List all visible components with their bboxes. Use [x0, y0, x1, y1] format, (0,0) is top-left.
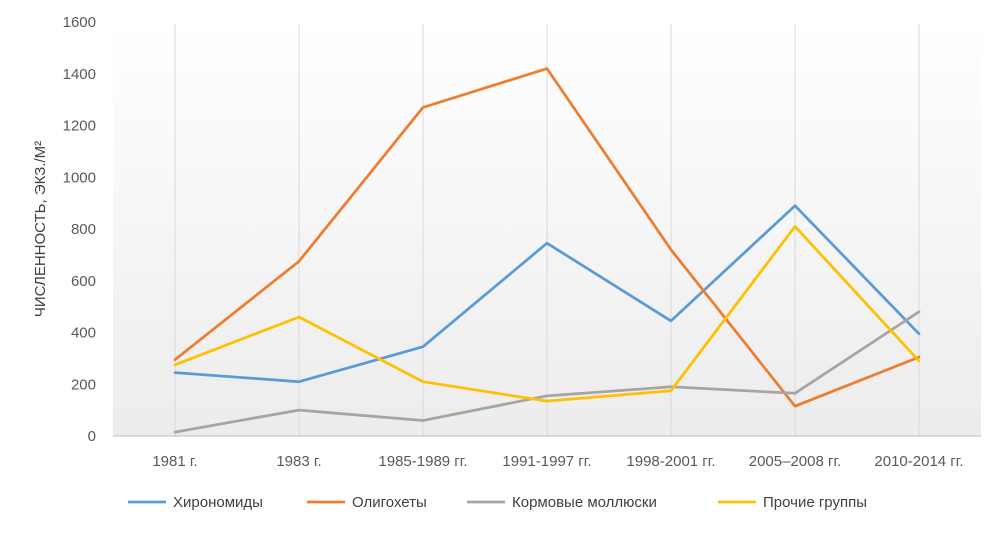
grid-lines: [174, 24, 920, 436]
y-tick-label: 1400: [63, 66, 96, 83]
x-tick-label: 2010-2014 гг.: [874, 453, 963, 470]
legend: Хирономиды Олигохеты Кормовые моллюски Проч…: [128, 494, 867, 511]
series-line-2: [173, 310, 921, 434]
y-axis-title: ЧИСЛЕННОСТЬ, ЭКЗ./М²: [32, 141, 49, 317]
y-tick-labels: 0 200 400 600 800 1000 1200 1400 1600: [63, 14, 96, 445]
series-lines: [173, 67, 921, 434]
series-line-0: [173, 204, 921, 384]
series-line-3: [173, 225, 921, 403]
legend-label-3: Прочие группы: [763, 494, 867, 511]
y-tick-label: 400: [71, 325, 96, 342]
x-tick-label: 2005–2008 гг.: [749, 453, 842, 470]
legend-label-2: Кормовые моллюски: [512, 494, 657, 511]
series-line-1: [173, 67, 921, 408]
x-tick-label: 1991-1997 гг.: [502, 453, 591, 470]
y-tick-label: 600: [71, 273, 96, 290]
y-tick-label: 1200: [63, 118, 96, 135]
y-tick-label: 0: [88, 428, 96, 445]
x-tick-label: 1981 г.: [152, 453, 197, 470]
legend-label-0: Хирономиды: [173, 494, 263, 511]
y-tick-label: 800: [71, 221, 96, 238]
y-tick-label: 1600: [63, 14, 96, 31]
x-tick-label: 1998-2001 гг.: [626, 453, 715, 470]
y-tick-label: 200: [71, 376, 96, 393]
x-tick-labels: 1981 г. 1983 г. 1985-1989 гг. 1991-1997 гг.…: [152, 453, 963, 470]
x-tick-label: 1983 г.: [276, 453, 321, 470]
y-tick-label: 1000: [63, 169, 96, 186]
x-tick-label: 1985-1989 гг.: [378, 453, 467, 470]
legend-label-1: Олигохеты: [352, 494, 427, 511]
